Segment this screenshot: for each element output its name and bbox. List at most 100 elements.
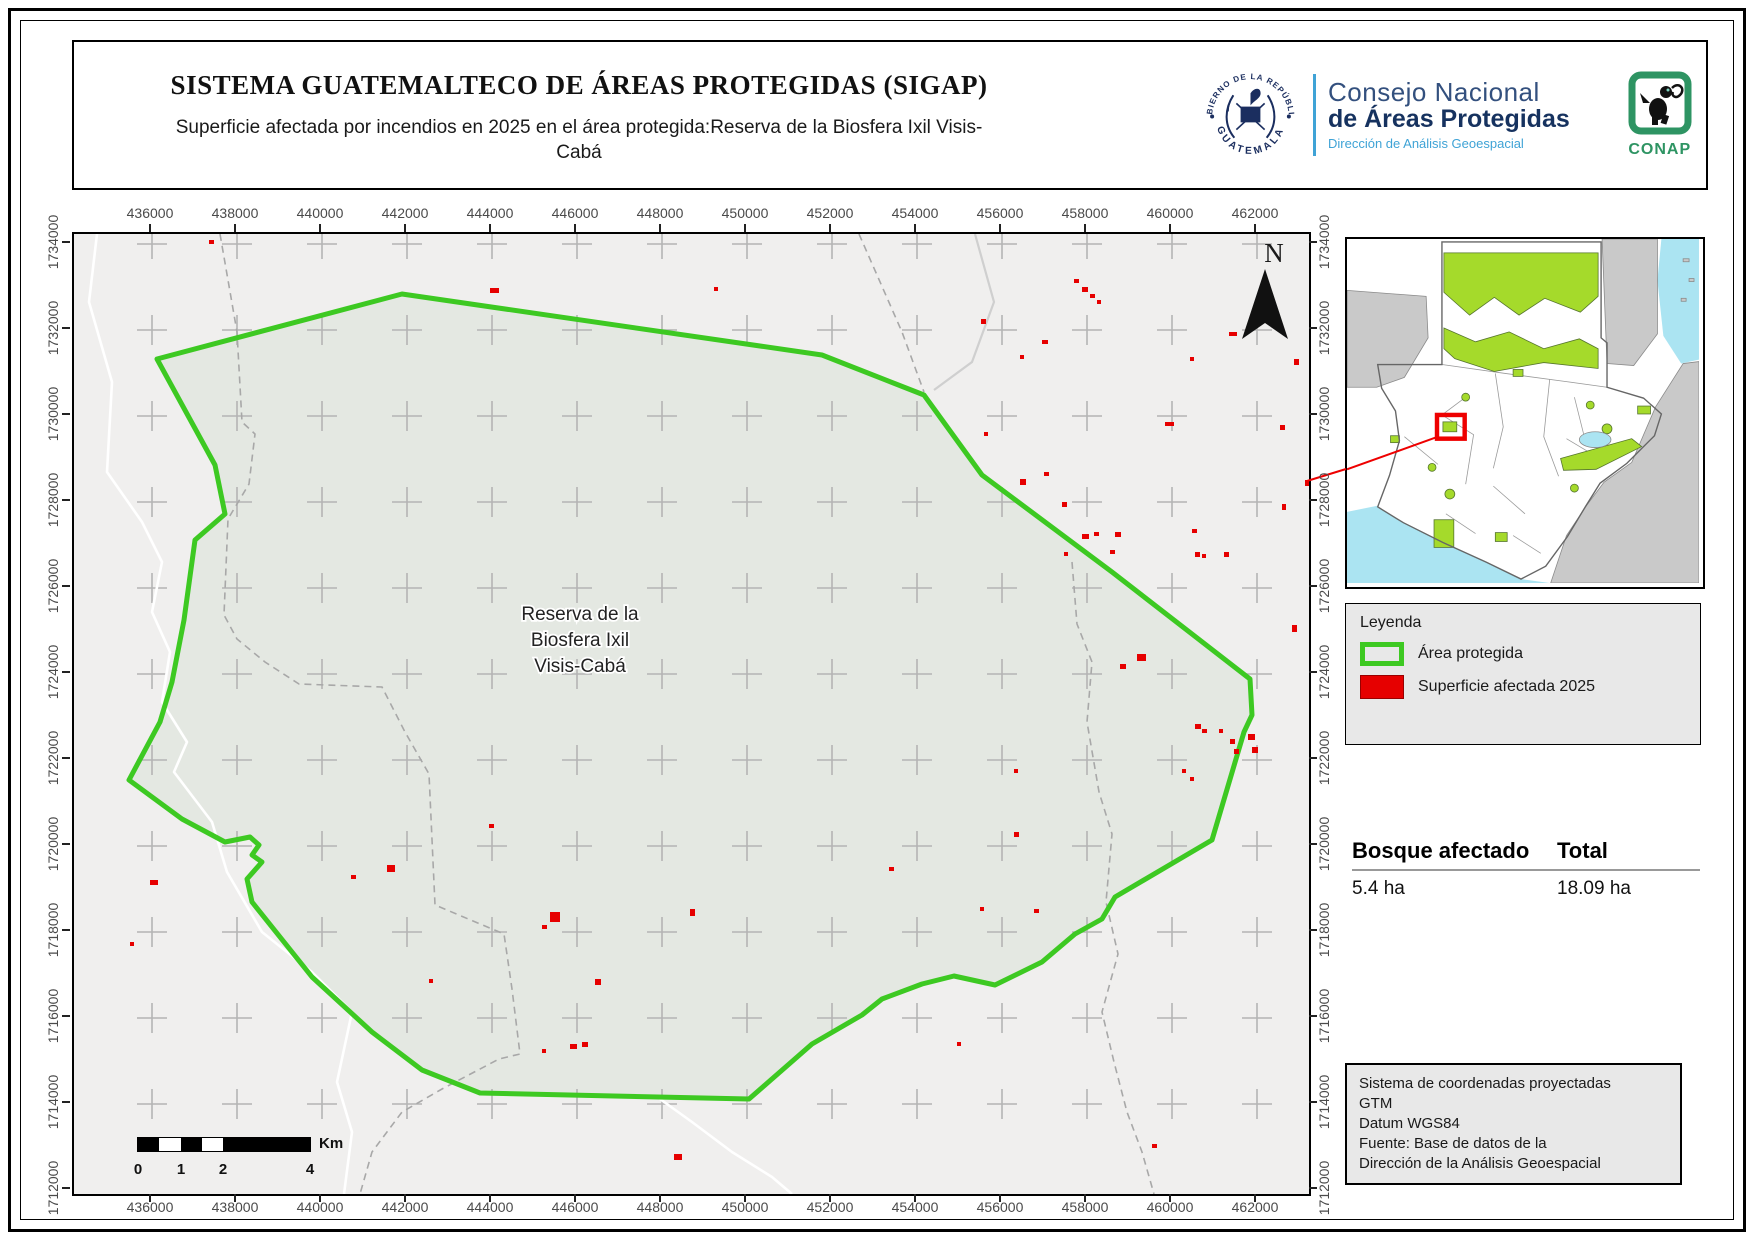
consejo-line3: Dirección de Análisis Geoespacial [1328,136,1524,152]
y-axis-label-left: 1718000 [45,902,61,958]
tick-top [999,224,1001,232]
y-axis-label-left: 1720000 [45,816,61,872]
rivers-gray [933,234,996,391]
tick-left [62,843,70,845]
tick-bottom [744,1194,746,1202]
tick-top [574,224,576,232]
logo-divider [1313,74,1316,156]
svg-text:GUATEMALA: GUATEMALA [1214,124,1287,156]
stats-header-bosque: Bosque afectado [1352,838,1530,863]
callout-line-overlay [1306,468,1347,482]
tick-left [62,1015,70,1017]
legend-item-label: Área protegida [1418,645,1523,662]
tick-bottom [574,1194,576,1202]
tick-right [1309,413,1317,415]
y-axis-label-right: 1732000 [1316,300,1332,356]
y-axis-label-right: 1714000 [1316,1074,1332,1130]
x-axis-label-top: 444000 [466,205,514,221]
tick-bottom [149,1194,151,1202]
main-map: Reserva de la Biosfera Ixil Visis-Cabá N 0… [72,232,1311,1196]
tick-top [489,224,491,232]
page-subtitle-line1: Superficie afectada por incendios en 202… [175,116,983,138]
inset-map-box [1345,237,1705,589]
legend-item: Área protegida [1360,642,1700,666]
x-axis-label-bottom: 442000 [381,1199,429,1215]
tick-top [149,224,151,232]
tick-top [659,224,661,232]
tick-top [234,224,236,232]
north-arrow: N [1242,238,1306,339]
stats-value-total: 18.09 ha [1557,878,1631,899]
scale-bar-segment [159,1138,181,1151]
y-axis-label-right: 1712000 [1316,1160,1332,1216]
affected-area-stats: Bosque afectado Total 5.4 ha 18.09 ha [1352,838,1700,900]
x-axis-label-top: 448000 [636,205,684,221]
page-subtitle: Superficie afectada por incendios en 202… [74,115,1084,165]
protected-area-label: Reserva de la Biosfera Ixil Visis-Cabá [520,602,641,679]
x-axis-label-bottom: 456000 [976,1199,1024,1215]
map-canvas: Reserva de la Biosfera Ixil Visis-Cabá [74,234,1309,1194]
x-axis-label-top: 440000 [296,205,344,221]
y-axis-label-left: 1734000 [45,214,61,270]
x-axis-label-bottom: 462000 [1231,1199,1279,1215]
lake-izabal-shape [1578,431,1612,448]
tick-top [1084,224,1086,232]
tick-left [62,671,70,673]
tick-left [62,757,70,759]
scale-bar-labels: 0 1 2 4 [133,1161,367,1179]
y-axis-label-right: 1716000 [1316,988,1332,1044]
legend: Leyenda Área protegida Superficie afectad… [1345,603,1701,745]
y-axis-label-left: 1712000 [45,1160,61,1216]
consejo-line1: Consejo Nacional [1328,76,1540,107]
tick-left [62,929,70,931]
scale-bar-segment [202,1138,223,1151]
tick-right [1309,1101,1317,1103]
tick-left [62,585,70,587]
y-axis-label-right: 1720000 [1316,816,1332,872]
x-axis-label-bottom: 450000 [721,1199,769,1215]
tick-top [1254,224,1256,232]
government-seal-icon: GOBIERNO DE LA REPÚBLICA GUATEMALA [1202,67,1295,157]
scale-bar-number: 4 [305,1161,315,1178]
x-axis-label-top: 454000 [891,205,939,221]
legend-item: Superficie afectada 2025 [1360,675,1700,699]
locator-rectangle [1434,412,1467,441]
legend-title: Leyenda [1360,614,1422,631]
caribbean-sea-shape [1657,239,1699,364]
scale-bar-segment [138,1138,159,1151]
x-axis-label-bottom: 438000 [211,1199,259,1215]
tick-right [1309,585,1317,587]
scale-bar-segments [137,1137,311,1152]
scale-bar-number: 0 [133,1161,143,1178]
tick-top [829,224,831,232]
seal-emblem-icon [1235,88,1266,130]
x-axis-label-bottom: 440000 [296,1199,344,1215]
stats-value-bosque: 5.4 ha [1352,878,1405,899]
page-subtitle-line2: Cabá [556,141,602,163]
y-axis-label-left: 1726000 [45,558,61,614]
admin-boundaries [219,234,1155,1194]
y-axis-label-right: 1722000 [1316,730,1332,786]
projection-info-line: Dirección de la Análisis Geoespacial [1359,1155,1601,1172]
projection-info-line: Datum WGS84 [1359,1115,1460,1132]
tick-right [1309,1015,1317,1017]
projection-info-box: Sistema de coordenadas proyectadas GTM Dat… [1345,1063,1682,1185]
tick-left [62,241,70,243]
tick-right [1309,241,1317,243]
projection-info-line: Fuente: Base de datos de la [1359,1135,1547,1152]
tick-bottom [489,1194,491,1202]
page-title: SISTEMA GUATEMALTECO DE ÁREAS PROTEGIDAS… [170,69,988,100]
x-axis-label-bottom: 444000 [466,1199,514,1215]
y-axis-label-right: 1726000 [1316,558,1332,614]
x-axis-label-bottom: 460000 [1146,1199,1194,1215]
conap-monkey-icon [1628,71,1692,135]
legend-swatch-outline [1360,642,1404,666]
x-axis-label-top: 452000 [806,205,854,221]
tick-bottom [1254,1194,1256,1202]
tick-left [62,413,70,415]
north-arrow-icon [1242,269,1288,339]
tick-bottom [1169,1194,1171,1202]
x-axis-label-top: 460000 [1146,205,1194,221]
stats-header-row: Bosque afectado Total [1352,838,1700,871]
